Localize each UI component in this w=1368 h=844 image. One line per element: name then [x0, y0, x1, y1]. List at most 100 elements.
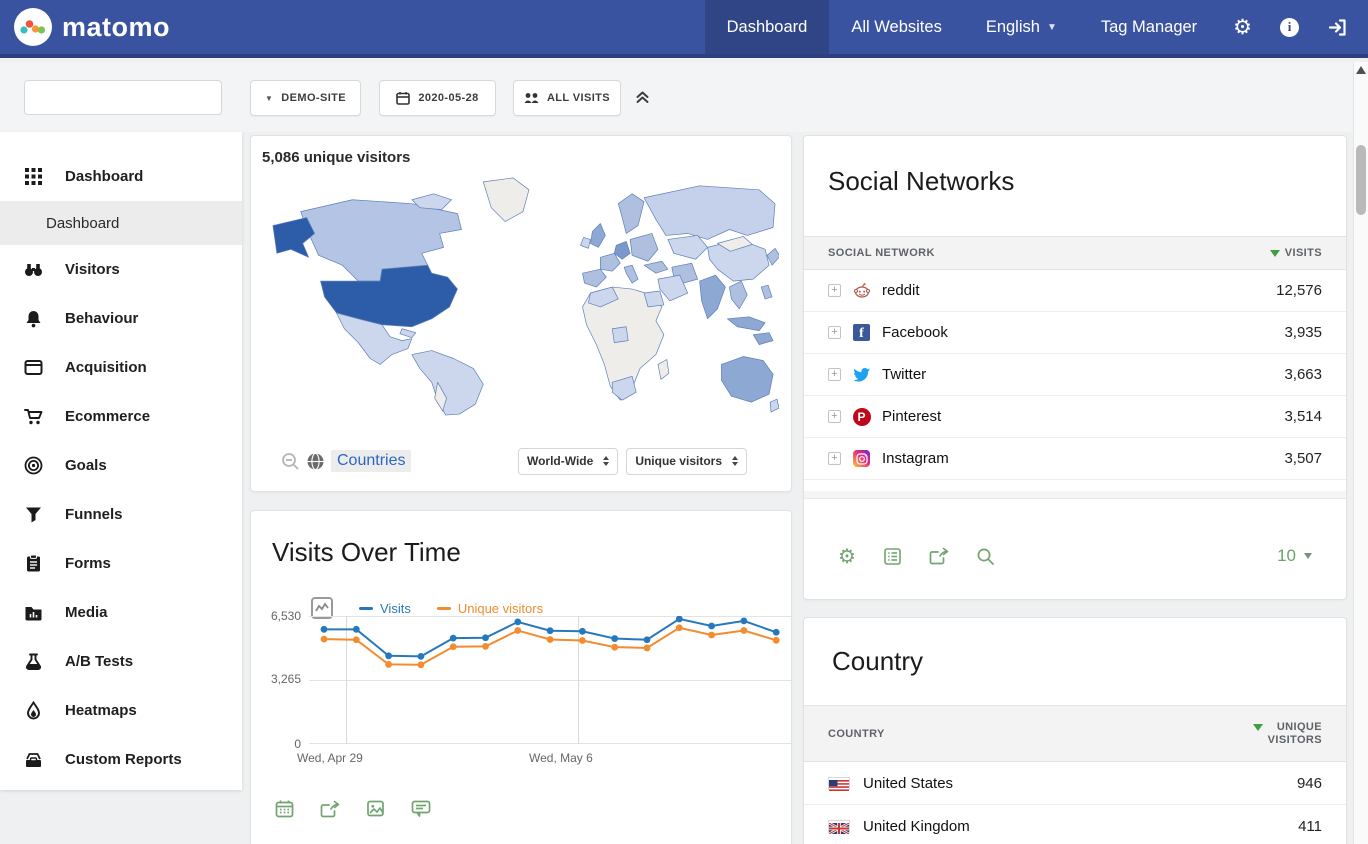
- expand-row-icon[interactable]: +: [828, 326, 841, 339]
- twitter-icon: [852, 365, 871, 384]
- social-row-label[interactable]: Twitter: [882, 366, 927, 383]
- social-row-label[interactable]: Instagram: [882, 450, 949, 467]
- sidebar-item-dashboard[interactable]: Dashboard: [0, 152, 242, 201]
- globe-icon[interactable]: [306, 452, 325, 471]
- nav-tag-manager-label: Tag Manager: [1100, 17, 1198, 36]
- expand-row-icon[interactable]: +: [828, 452, 841, 465]
- matomo-logo[interactable]: matomo: [0, 8, 170, 46]
- sidebar-item-custom-reports[interactable]: Custom Reports: [0, 735, 242, 784]
- country-row-label[interactable]: United Kingdom: [863, 817, 970, 835]
- search-box: [24, 80, 222, 115]
- expand-row-icon[interactable]: +: [828, 284, 841, 297]
- sidebar-label-visitors: Visitors: [65, 261, 120, 278]
- sign-in-icon[interactable]: [1313, 0, 1368, 54]
- sidebar-item-visitors[interactable]: Visitors: [0, 245, 242, 294]
- export-image-icon[interactable]: [366, 799, 385, 818]
- legend-item-visits[interactable]: Visits: [359, 601, 411, 616]
- scrollbar-up-arrow[interactable]: [1356, 66, 1366, 74]
- chevron-down-icon: ▼: [1046, 21, 1057, 33]
- social-table-header: SOCIAL NETWORK VISITS: [804, 236, 1346, 270]
- sidebar-label-funnels: Funnels: [65, 506, 123, 523]
- sort-desc-icon: [1269, 249, 1280, 257]
- y-tick-max: 6,530: [270, 609, 301, 623]
- social-network-column-header[interactable]: SOCIAL NETWORK: [828, 247, 935, 259]
- nav-all-websites-label: All Websites: [851, 17, 942, 36]
- rows-per-page-dropdown[interactable]: 10: [1277, 546, 1312, 566]
- report-settings-gear-icon[interactable]: ⚙: [838, 545, 856, 568]
- nav-all-websites[interactable]: All Websites: [829, 0, 963, 54]
- sidebar-item-behaviour[interactable]: Behaviour: [0, 294, 242, 343]
- segment-users-icon: [524, 93, 539, 103]
- change-period-calendar-icon[interactable]: [275, 799, 294, 818]
- unique-visitors-legend-label: Unique visitors: [457, 600, 544, 616]
- nav-language-label: English: [985, 17, 1040, 36]
- sidebar-item-acquisition[interactable]: Acquisition: [0, 343, 242, 392]
- social-footer-actions: ⚙ 10: [804, 536, 1346, 576]
- sidebar-item-media[interactable]: Media: [0, 588, 242, 637]
- sidebar-item-ab-tests[interactable]: A/B Tests: [0, 637, 242, 686]
- chart-plot-area[interactable]: [309, 615, 791, 744]
- sidebar-item-heatmaps[interactable]: Heatmaps: [0, 686, 242, 735]
- site-selector-button[interactable]: ▼ DEMO-SITE: [250, 80, 361, 116]
- country-widget: Country COUNTRY UNIQUE VISITORS United S…: [803, 617, 1347, 844]
- calendar-icon: [396, 92, 411, 105]
- date-range-button[interactable]: 2020-05-28: [379, 80, 496, 116]
- expand-row-icon[interactable]: +: [828, 368, 841, 381]
- social-networks-title: Social Networks: [828, 166, 1015, 196]
- social-row-label[interactable]: Pinterest: [882, 408, 942, 425]
- export-icon[interactable]: [929, 547, 949, 565]
- visits-over-time-widget: Visits Over Time Visits Unique visitors …: [250, 510, 792, 844]
- sidebar-item-goals[interactable]: Goals: [0, 441, 242, 490]
- table-view-icon[interactable]: [883, 547, 902, 566]
- zoom-out-icon[interactable]: [281, 452, 300, 471]
- unique-visitors-column-header[interactable]: UNIQUE VISITORS: [1252, 721, 1322, 747]
- search-input[interactable]: [41, 89, 222, 106]
- visits-column-header[interactable]: VISITS: [1269, 247, 1322, 259]
- social-row-value: 3,935: [1284, 324, 1322, 341]
- visits-over-time-title: Visits Over Time: [272, 537, 461, 567]
- dashboard-grid-icon: [25, 168, 42, 185]
- collapse-selectors-icon[interactable]: [634, 88, 651, 110]
- annotations-icon[interactable]: [411, 799, 431, 818]
- pinterest-icon: P: [852, 407, 871, 426]
- search-report-icon[interactable]: [976, 547, 995, 566]
- page-scrollbar: [1353, 62, 1368, 844]
- world-map[interactable]: [263, 168, 779, 420]
- funnel-icon: [26, 507, 41, 523]
- visits-legend-label: Visits: [380, 600, 411, 616]
- export-icon[interactable]: [320, 800, 340, 818]
- toolbar: ▼ DEMO-SITE 2020-05-28 ALL VISITS: [0, 62, 1368, 132]
- nav-tag-manager[interactable]: Tag Manager: [1079, 0, 1219, 54]
- sidebar: Dashboard Dashboard Visitors Behaviour A…: [0, 132, 242, 790]
- map-region-select[interactable]: World-Wide: [517, 447, 619, 475]
- country-row-label[interactable]: United States: [863, 774, 954, 792]
- sidebar-item-funnels[interactable]: Funnels: [0, 490, 242, 539]
- map-footer: Countries World-Wide Unique visitors: [251, 439, 791, 483]
- segment-selector-button[interactable]: ALL VISITS: [513, 80, 621, 116]
- scrollbar-thumb[interactable]: [1356, 145, 1366, 215]
- settings-gear-icon[interactable]: ⚙: [1233, 15, 1252, 39]
- nav-language[interactable]: English ▼: [964, 0, 1079, 54]
- site-selector-label: DEMO-SITE: [281, 92, 347, 104]
- country-row-united-kingdom: United Kingdom 411: [804, 805, 1346, 844]
- countries-link[interactable]: Countries: [331, 450, 412, 472]
- social-row-label[interactable]: Facebook: [882, 324, 948, 341]
- social-row-facebook: + f Facebook 3,935: [804, 312, 1346, 354]
- social-row-value: 3,507: [1284, 450, 1322, 467]
- sidebar-item-forms[interactable]: Forms: [0, 539, 242, 588]
- country-column-header[interactable]: COUNTRY: [828, 727, 885, 740]
- social-row-label[interactable]: reddit: [882, 282, 920, 299]
- map-metric-select[interactable]: Unique visitors: [626, 447, 747, 475]
- browser-window-icon: [24, 360, 43, 375]
- bell-icon: [26, 311, 41, 328]
- social-row-instagram: + Instagram 3,507: [804, 438, 1346, 480]
- nav-dashboard[interactable]: Dashboard: [704, 0, 830, 54]
- expand-row-icon[interactable]: +: [828, 410, 841, 423]
- sidebar-subitem-dashboard[interactable]: Dashboard: [0, 201, 242, 245]
- chart-type-icon[interactable]: [311, 597, 333, 619]
- legend-item-unique-visitors[interactable]: Unique visitors: [436, 600, 544, 616]
- social-networks-widget: Social Networks SOCIAL NETWORK VISITS + …: [803, 135, 1347, 600]
- help-info-icon[interactable]: i: [1266, 0, 1313, 54]
- sidebar-label-ecommerce: Ecommerce: [65, 408, 151, 425]
- sidebar-item-ecommerce[interactable]: Ecommerce: [0, 392, 242, 441]
